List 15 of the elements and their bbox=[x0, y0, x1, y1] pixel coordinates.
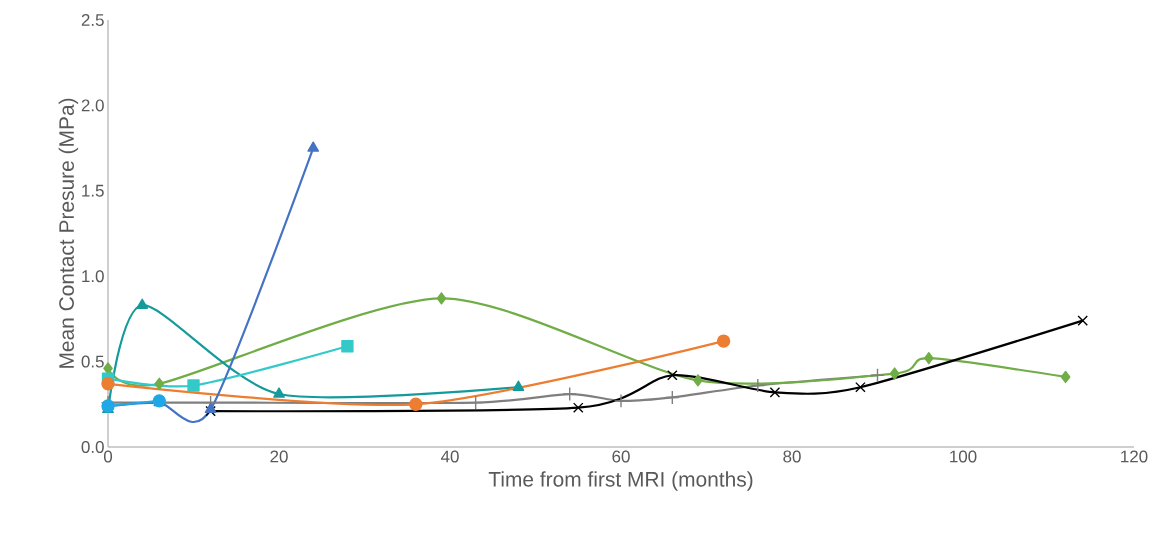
y-tick-label: 1.0 bbox=[82, 270, 104, 283]
x-tick-label: 0 bbox=[103, 450, 113, 463]
y-tick-label: 2.5 bbox=[81, 13, 104, 26]
y-tick-label: 2.0 bbox=[81, 99, 104, 112]
x-axis-title: Time from first MRI (months) bbox=[488, 471, 753, 491]
x-tick-label: 120 bbox=[1121, 450, 1148, 463]
x-tick-label: 80 bbox=[783, 450, 801, 463]
x-tick-label: 20 bbox=[270, 450, 288, 463]
y-tick-label: 0.5 bbox=[81, 355, 104, 368]
y-tick-label: 1.5 bbox=[82, 184, 104, 197]
x-tick-label: 40 bbox=[440, 450, 459, 463]
x-tick-label: 100 bbox=[950, 450, 977, 463]
y-tick-label: 0.0 bbox=[81, 440, 104, 453]
x-tick-label: 60 bbox=[612, 450, 630, 463]
y-axis-title: Mean Contact Presure (MPa) bbox=[58, 98, 79, 368]
